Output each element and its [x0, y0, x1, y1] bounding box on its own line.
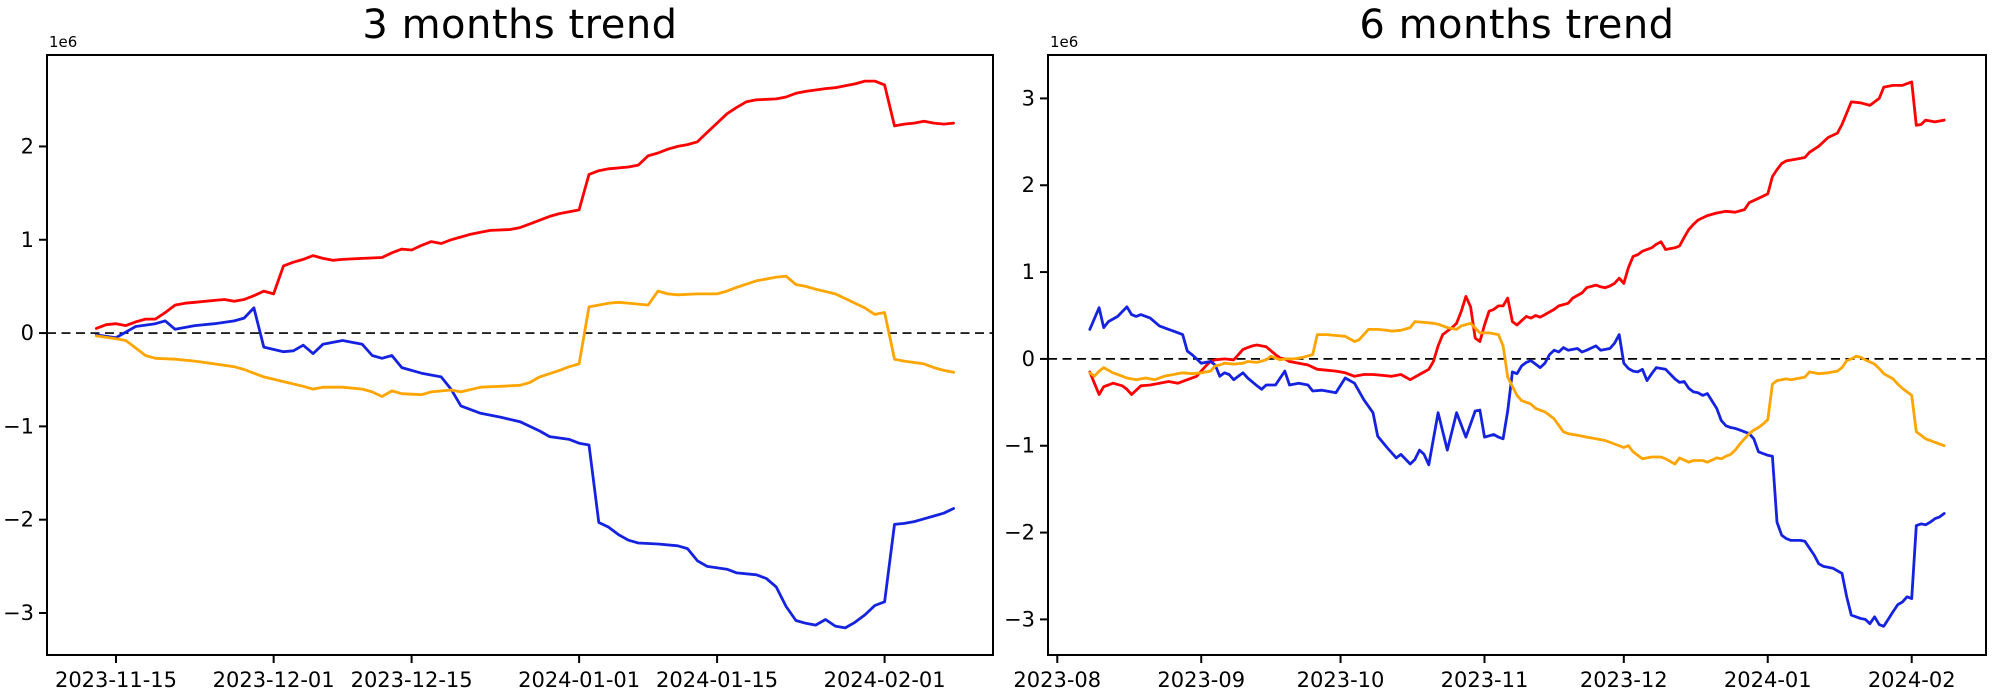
chart-title-6-months: 6 months trend	[1359, 2, 1675, 48]
y-tick-label: −2	[1004, 521, 1035, 545]
series-orange-line	[1088, 320, 1946, 466]
series-blue-line	[94, 306, 955, 630]
series-red-line	[94, 79, 955, 330]
y-tick-label: 1	[21, 228, 34, 252]
x-tick-label: 2023-09	[1157, 668, 1245, 692]
y-tick-label: −3	[1004, 607, 1035, 631]
x-tick-label: 2024-01-01	[518, 668, 640, 692]
y-tick-label: −2	[3, 508, 34, 532]
x-tick-label: 2023-12-01	[213, 668, 335, 692]
series-orange-line	[94, 274, 955, 398]
y-tick-label: 2	[1022, 173, 1035, 197]
axes-border	[1047, 54, 1987, 656]
x-tick-label: 2023-08	[1013, 668, 1101, 692]
x-tick-label: 2024-02-01	[824, 668, 946, 692]
x-tick-label: 2023-11	[1441, 668, 1529, 692]
x-tick-label: 2024-01-15	[656, 668, 778, 692]
x-tick-label: 2023-11-15	[55, 668, 177, 692]
y-tick-label: 3	[1022, 86, 1035, 110]
y-tick-label: 0	[1022, 347, 1035, 371]
chart-title-3-months: 3 months trend	[362, 2, 678, 48]
x-tick-label: 2024-02	[1868, 668, 1956, 692]
y-tick-label: −1	[1004, 434, 1035, 458]
series-blue-line	[1088, 305, 1946, 628]
y-axis-offset-label-3-months: 1e6	[49, 33, 78, 51]
y-tick-label: 2	[21, 134, 34, 158]
y-axis-offset-label-6-months: 1e6	[1050, 33, 1079, 51]
x-tick-label: 2023-12	[1580, 668, 1668, 692]
axes-border	[46, 54, 994, 656]
y-tick-label: 0	[21, 321, 34, 345]
x-tick-label: 2023-12-15	[351, 668, 473, 692]
y-tick-label: 1	[1022, 260, 1035, 284]
series-red-line	[1088, 80, 1946, 396]
y-tick-label: −3	[3, 601, 34, 625]
x-tick-label: 2024-01	[1724, 668, 1812, 692]
y-tick-label: −1	[3, 414, 34, 438]
x-tick-label: 2023-10	[1297, 668, 1385, 692]
